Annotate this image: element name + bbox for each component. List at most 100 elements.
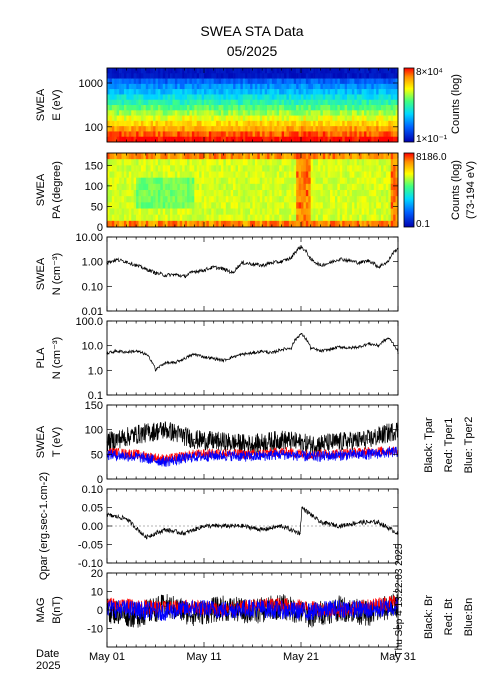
energy-cell <box>337 136 341 143</box>
energy-cell <box>371 94 375 101</box>
pitch-angle-cell <box>303 208 307 215</box>
temperature-tpar-line-point <box>193 438 195 441</box>
pitch-angle-cell <box>216 190 219 197</box>
pitch-angle-cell <box>191 177 195 185</box>
energy-cell <box>225 68 229 74</box>
energy-cell <box>390 99 394 106</box>
pitch-angle-cell <box>376 165 379 172</box>
energy-cell <box>155 83 159 90</box>
energy-cell <box>337 89 341 95</box>
energy-cell <box>381 68 384 74</box>
energy-cell <box>172 131 176 138</box>
energy-cell <box>390 73 394 79</box>
energy-cell <box>225 94 229 101</box>
pitch-angle-cell <box>361 171 365 178</box>
mag-bn-line-point <box>222 609 224 611</box>
pla-density-line-point <box>125 351 127 353</box>
pitch-angle-cell <box>354 177 358 185</box>
energy-cell <box>204 94 207 101</box>
pitch-angle-cell <box>259 202 263 209</box>
pitch-angle-cell <box>347 208 350 215</box>
energy-cell <box>359 131 362 138</box>
pitch-angle-cell <box>388 159 392 166</box>
pitch-angle-cell <box>378 196 382 203</box>
pitch-angle-cell <box>194 202 198 209</box>
energy-cell <box>187 110 190 116</box>
pitch-angle-cell <box>235 171 239 178</box>
qpar-line-point <box>358 521 360 523</box>
pitch-angle-cell <box>344 214 348 222</box>
energy-cell <box>303 89 307 95</box>
energy-cell <box>298 120 302 127</box>
pitch-angle-cell <box>376 183 379 191</box>
pitch-angle-cell <box>148 171 151 178</box>
pitch-angle-cell <box>296 177 299 185</box>
pitch-angle-cell <box>160 183 164 191</box>
energy-cell <box>177 110 181 116</box>
energy-cell <box>128 126 132 132</box>
energy-cell <box>259 120 263 127</box>
pitch-angle-cell <box>347 202 350 209</box>
energy-cell <box>136 68 139 74</box>
pitch-angle-cell <box>344 208 348 215</box>
pitch-angle-cell <box>140 190 144 197</box>
pitch-angle-cell <box>213 202 217 209</box>
energy-cell <box>109 131 113 138</box>
energy-cell <box>145 136 149 143</box>
energy-cell <box>150 99 154 106</box>
energy-cell <box>123 136 127 143</box>
energy-cell <box>395 83 399 90</box>
pitch-angle-cell <box>162 159 166 166</box>
pitch-angle-cell <box>351 171 355 178</box>
pitch-angle-cell <box>189 159 193 166</box>
energy-cell <box>264 120 268 127</box>
energy-cell <box>148 78 151 85</box>
energy-cell <box>204 110 207 116</box>
energy-cell <box>327 94 331 101</box>
energy-cell <box>267 83 270 90</box>
energy-cell <box>378 99 382 106</box>
energy-cell <box>123 105 127 111</box>
pitch-angle-cell <box>354 165 358 172</box>
energy-cell <box>119 78 122 85</box>
pitch-angle-cell <box>131 165 134 172</box>
pitch-angle-cell <box>184 208 188 215</box>
pitch-angle-cell <box>383 153 387 160</box>
energy-cell <box>114 110 117 116</box>
pitch-angle-cell <box>284 159 287 166</box>
energy-cell <box>252 136 256 143</box>
energy-cell <box>189 99 193 106</box>
pitch-angle-cell <box>184 183 188 191</box>
pitch-angle-cell <box>247 153 251 160</box>
x-tick-label: May 31 <box>380 651 416 663</box>
energy-cell <box>366 136 370 143</box>
pitch-angle-cell <box>344 196 348 203</box>
pitch-angle-cell <box>143 165 147 172</box>
pitch-angle-cell <box>153 171 156 178</box>
pitch-angle-cell <box>145 183 149 191</box>
pitch-angle-cell <box>184 190 188 197</box>
energy-cell <box>390 126 394 132</box>
energy-cell <box>262 115 265 122</box>
energy-cell <box>334 115 338 122</box>
pitch-angle-cell <box>383 171 387 178</box>
mag-bn-line-point <box>193 607 195 609</box>
energy-cell <box>359 136 362 143</box>
pitch-angle-cell <box>267 165 270 172</box>
energy-cell <box>349 120 353 127</box>
pitch-angle-cell <box>128 153 132 160</box>
energy-cell <box>395 99 399 106</box>
pitch-angle-cell <box>220 208 224 215</box>
energy-cell <box>114 78 117 85</box>
pitch-angle-cell <box>187 208 190 215</box>
energy-cell <box>313 126 316 132</box>
swea-density-line-point <box>358 262 360 264</box>
pitch-angle-cell <box>250 171 253 178</box>
pitch-angle-cell <box>237 177 241 185</box>
pitch-angle-cell <box>361 214 365 222</box>
energy-cell <box>237 99 241 106</box>
energy-cell <box>157 120 161 127</box>
pitch-angle-cell <box>162 183 166 191</box>
energy-cell <box>213 99 217 106</box>
energy-cell <box>123 89 127 95</box>
